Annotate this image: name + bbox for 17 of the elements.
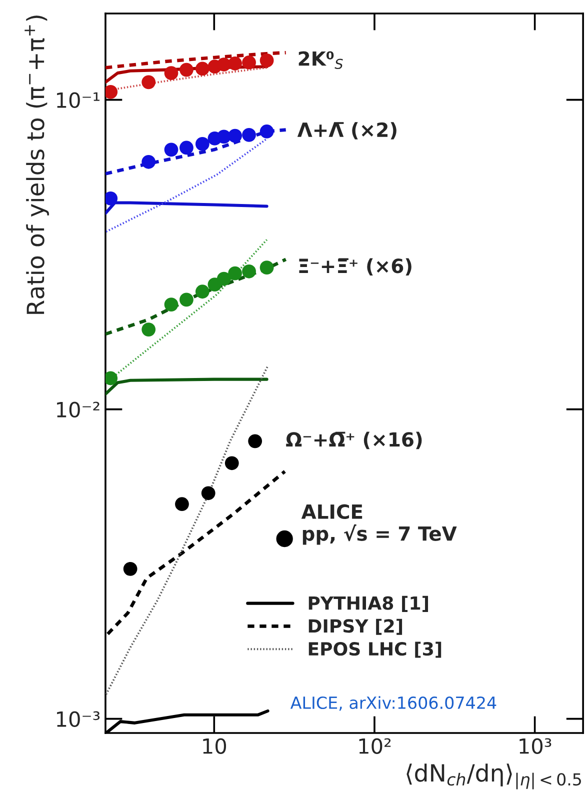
x-tick-label: 10³ — [520, 738, 552, 754]
legend-label: PYTHIA8 [1] — [308, 596, 428, 612]
series-label: Λ+Λ̅ (×2) — [297, 122, 396, 140]
annotation: ALICE pp, √s = 7 TeV — [301, 504, 457, 545]
y-tick-label: 10⁻² — [57, 402, 100, 418]
series-label: Ξ⁻+Ξ̅⁺ (×6) — [299, 258, 412, 276]
y-tick-label: 10⁻¹ — [57, 92, 100, 108]
y-axis-title: Ratio of yields to (π$^{−}$+π$^{+}$) — [24, 16, 49, 314]
legend-label: EPOS LHC [3] — [308, 642, 442, 658]
annotation: ALICE, arXiv:1606.07424 — [290, 696, 496, 711]
x-axis-title: ⟨dN$_{ch}$/dη⟩$_{|η|<0.5}$ — [406, 764, 581, 790]
y-tick-label: 10⁻³ — [57, 711, 100, 728]
x-tick-label: 10 — [203, 738, 226, 754]
x-tick-label: 10² — [359, 738, 391, 754]
series-label: Ω⁻+Ω̅⁺ (×16) — [286, 432, 422, 450]
series-label: 2K⁰$_{S}$ — [298, 51, 343, 70]
legend-label: DIPSY [2] — [308, 618, 402, 635]
